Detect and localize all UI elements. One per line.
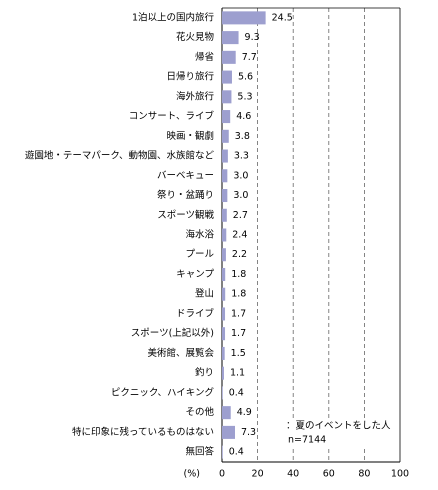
value-label: 0.4 bbox=[229, 387, 244, 398]
x-axis-label: (%) bbox=[184, 469, 200, 480]
bar bbox=[222, 110, 231, 124]
y-tick-label: その他 bbox=[185, 406, 214, 418]
value-label: 1.7 bbox=[231, 308, 246, 319]
bar bbox=[222, 366, 224, 380]
value-label: 5.6 bbox=[238, 72, 253, 83]
annotation-box bbox=[283, 419, 396, 447]
x-tick-label: 20 bbox=[252, 469, 264, 480]
y-tick-label: 遊園地・テーマパーク、動物園、水族館など bbox=[25, 150, 215, 162]
y-tick-label: 美術館、展覧会 bbox=[147, 347, 214, 359]
value-label: 3.8 bbox=[235, 131, 250, 142]
y-tick-label: 映画・観劇 bbox=[166, 130, 214, 142]
y-tick-label: 1泊以上の国内旅行 bbox=[132, 11, 215, 23]
value-label: 4.6 bbox=[236, 111, 251, 122]
y-tick-label: 釣り bbox=[195, 367, 214, 379]
y-tick-label: プール bbox=[185, 249, 214, 260]
x-tick-label: 0 bbox=[219, 469, 225, 480]
value-label: 2.2 bbox=[232, 249, 247, 260]
value-label: 0.4 bbox=[229, 447, 244, 458]
bar bbox=[222, 346, 225, 360]
bar bbox=[222, 208, 227, 222]
bar bbox=[222, 445, 223, 459]
y-tick-label: 帰省 bbox=[195, 51, 214, 63]
bar bbox=[222, 267, 226, 281]
value-label: 1.8 bbox=[231, 289, 246, 300]
x-tick-label: 60 bbox=[323, 469, 335, 480]
y-tick-label: 花火見物 bbox=[176, 31, 215, 43]
y-tick-label: スポーツ観戦 bbox=[157, 209, 214, 221]
y-tick-label: 祭り・盆踊り bbox=[157, 189, 214, 201]
y-tick-label: 特に印象に残っているものはない bbox=[72, 426, 214, 438]
y-tick-label: 無回答 bbox=[185, 446, 214, 458]
y-tick-label: バーベキュー bbox=[157, 170, 214, 181]
annotation: ：夏のイベントをした人 bbox=[286, 421, 391, 432]
bar bbox=[222, 307, 226, 321]
value-label: 3.3 bbox=[234, 151, 249, 162]
bar bbox=[222, 129, 229, 143]
y-tick-label: 海水浴 bbox=[185, 229, 214, 241]
value-label: 5.3 bbox=[237, 91, 252, 102]
y-tick-label: 海外旅行 bbox=[176, 90, 215, 102]
y-tick-label: スポーツ(上記以外) bbox=[131, 327, 214, 339]
bar bbox=[222, 31, 239, 45]
value-label: 7.3 bbox=[241, 427, 256, 438]
value-label: 1.1 bbox=[230, 368, 245, 379]
x-tick-label: 80 bbox=[358, 469, 370, 480]
bar bbox=[222, 386, 223, 400]
value-label: 2.7 bbox=[233, 210, 248, 221]
x-tick-label: 40 bbox=[287, 469, 299, 480]
y-tick-label: キャンプ bbox=[176, 269, 214, 280]
value-label: 24.5 bbox=[272, 12, 293, 23]
bar bbox=[222, 425, 235, 439]
bar bbox=[222, 406, 231, 420]
bar bbox=[222, 90, 232, 104]
bar bbox=[222, 248, 226, 262]
bar bbox=[222, 50, 236, 64]
value-label: 4.9 bbox=[237, 407, 252, 418]
bar bbox=[222, 70, 232, 84]
bar bbox=[222, 228, 227, 242]
bar bbox=[222, 189, 228, 203]
bar bbox=[222, 287, 226, 301]
y-tick-label: ドライブ bbox=[176, 307, 215, 319]
bar bbox=[222, 11, 266, 25]
value-label: 3.0 bbox=[233, 190, 248, 201]
value-label: 1.5 bbox=[231, 348, 246, 359]
x-tick-label: 100 bbox=[391, 469, 409, 480]
value-label: 3.0 bbox=[233, 170, 248, 181]
value-label: 9.3 bbox=[245, 32, 260, 43]
value-label: 1.8 bbox=[231, 269, 246, 280]
bar bbox=[222, 169, 228, 183]
value-label: 2.4 bbox=[232, 230, 247, 241]
y-tick-label: 登山 bbox=[195, 289, 214, 300]
value-label: 1.7 bbox=[231, 328, 246, 339]
y-tick-label: コンサート、ライブ bbox=[129, 110, 215, 122]
bar bbox=[222, 327, 226, 341]
y-tick-label: 日帰り旅行 bbox=[166, 71, 214, 83]
value-label: 7.7 bbox=[242, 52, 257, 63]
bar bbox=[222, 149, 228, 163]
y-tick-label: ピクニック、ハイキング bbox=[111, 386, 215, 398]
annotation: n=7144 bbox=[288, 435, 326, 446]
